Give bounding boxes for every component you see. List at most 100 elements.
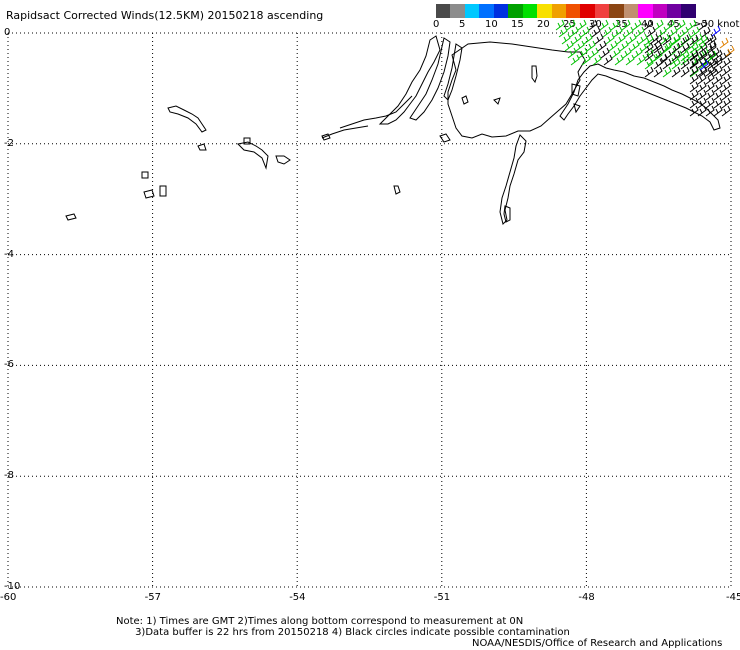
wind-barb [567,47,577,59]
wind-barb [689,49,699,61]
wind-barb [721,57,731,69]
wind-barb [644,66,654,78]
wind-barb [689,81,699,93]
amazon-channel-islands [378,35,441,125]
wind-barb [619,40,629,52]
wind-barb [697,49,707,61]
wind-barb [581,54,591,66]
wind-barb [662,66,672,78]
wind-barb [653,42,663,54]
inland-lake [275,155,291,165]
wind-barb [705,57,715,69]
wind-barb [721,81,731,93]
legend-swatch [681,4,696,18]
note-line-2: 3)Data buffer is 22 hrs from 20150218 4)… [116,627,570,638]
wind-barb [644,34,654,46]
lat-tick-label: -6 [4,359,14,371]
wind-barb [705,89,715,101]
legend-tick-label: 30 [589,19,602,30]
lat-lon-grid [7,32,732,588]
wind-barb [614,54,624,66]
wind-barb [705,73,715,85]
wind-barb [713,73,723,85]
wind-barb [558,26,568,38]
wind-barb [603,54,613,66]
inland-lake [167,105,207,133]
wind-barb [665,19,675,31]
wind-barb [680,58,690,70]
para-coast [559,63,721,131]
wind-barb [644,50,654,62]
legend-tick-label: 40 [641,19,654,30]
wind-barb [624,26,634,38]
wind-barb [583,33,593,45]
amazon-north-coast [339,95,413,129]
wind-barb [680,66,690,78]
wind-barb [591,26,601,38]
legend-swatch [551,4,566,18]
wind-barb [711,25,721,37]
inland-lake [65,213,77,221]
wind-barb [660,33,670,45]
wind-barb [653,66,663,78]
credit: NOAA/NESDIS/Office of Research and Appli… [472,638,723,649]
wind-barb [586,40,596,52]
wind-barb [698,34,708,46]
wind-barb [657,26,667,38]
legend-swatch [508,4,523,18]
legend-tick-label: 35 [615,19,628,30]
wind-barb [575,40,585,52]
legend-swatch [450,4,465,18]
wind-barb [721,89,731,101]
wind-barb [653,50,663,62]
legend-tick-label: >50 knots [693,19,740,30]
inland-lake [393,185,401,195]
wind-barb [662,42,672,54]
wind-barb [602,26,612,38]
wind-barb [671,42,681,54]
inland-lake [243,137,251,145]
legend-swatch [667,4,682,18]
wind-barb [566,19,576,31]
amazon-channel-islands-3 [443,43,463,101]
marajo-lake [531,65,538,84]
legend-swatch [580,4,595,18]
wind-barb [721,97,731,109]
wind-barb [588,19,598,31]
small-island [321,133,331,141]
wind-barb [690,26,700,38]
wind-barb [654,19,664,31]
wind-barb [707,40,717,52]
legend-tick-label: 15 [511,19,524,30]
legend-swatch [594,4,610,18]
wind-barb [704,33,714,45]
wind-barb [592,54,602,66]
wind-barb [687,19,697,31]
wind-barb [570,54,580,66]
wind-barb [679,26,689,38]
lon-tick-label: -54 [289,592,306,603]
notes: Note: 1) Times are GMT 2)Times along bot… [116,616,570,638]
wind-barb [600,47,610,59]
wind-barb [671,66,681,78]
lon-tick-label: -60 [0,592,17,603]
wind-barb [625,54,635,66]
inland-lake [159,185,167,197]
wind-barb [599,19,609,31]
map-title: Rapidsact Corrected Winds(12.5KM) 201502… [6,9,324,22]
river-inlet [573,103,581,114]
wind-barb [689,34,699,46]
wind-barb [680,42,690,54]
lat-tick-label: -2 [4,137,14,149]
lon-tick-label: -45 [726,592,740,603]
wind-barb [671,58,681,70]
wind-barb [689,57,699,69]
small-island [493,97,501,105]
wind-speed-legend [436,4,696,18]
para-estuary [499,134,527,225]
wind-barb [697,97,707,109]
legend-swatch [652,4,667,18]
wind-barb [646,26,656,38]
legend-swatch [638,4,653,18]
wind-barb [697,81,707,93]
